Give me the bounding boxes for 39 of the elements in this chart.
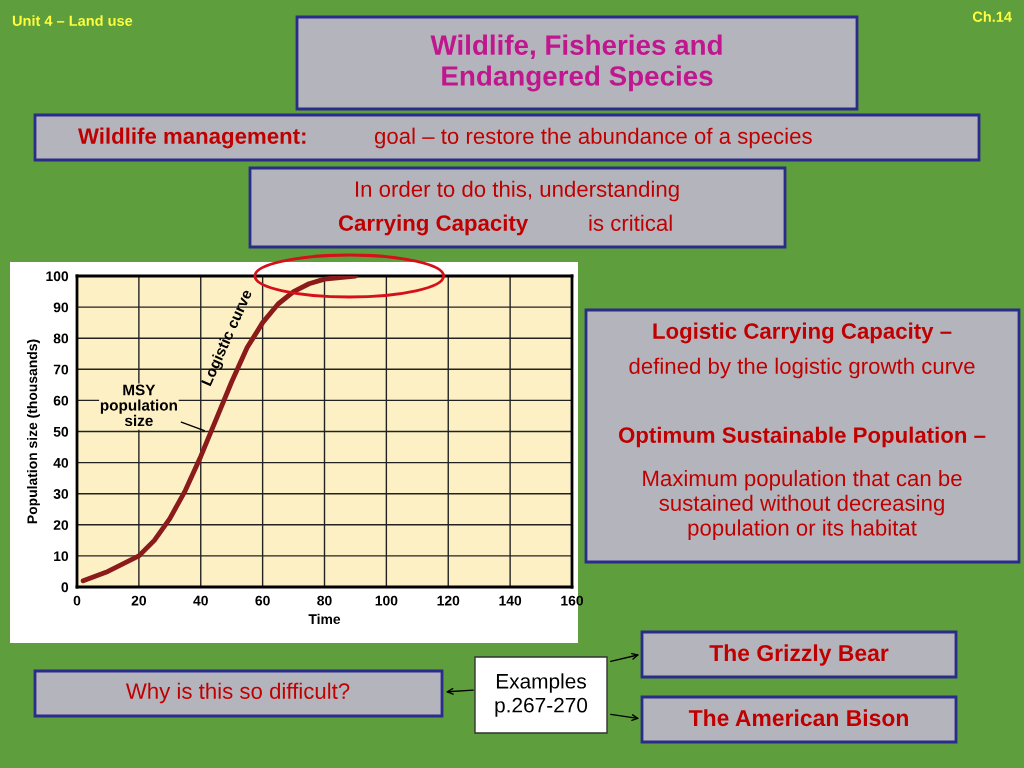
y-axis-title: Population size (thousands) (26, 339, 40, 524)
y-tick-label: 10 (54, 551, 69, 562)
text: Wildlife management: (78, 127, 306, 149)
y-tick-label: 30 (53, 489, 69, 499)
y-tick-label: 40 (53, 457, 69, 468)
text: In order to do this, understanding (356, 180, 679, 202)
x-tick-label: 40 (193, 595, 208, 606)
y-tick-label: 60 (53, 395, 69, 406)
y-tick-label: 100 (46, 271, 69, 282)
text: defined by the logistic growth curve (629, 357, 975, 379)
x-tick-label: 20 (131, 595, 147, 606)
x-tick-label: 140 (499, 595, 522, 606)
x-tick-label: 80 (317, 595, 332, 606)
y-tick-label: 80 (53, 333, 69, 344)
chart-title: Wildlife, Fisheries and Endangered Species (430, 34, 722, 92)
text: Why is this so difficult? (125, 682, 350, 704)
text: Optimum Sustainable Population – (618, 426, 986, 448)
line-series (80, 276, 358, 584)
text: Ch.14 (972, 11, 1012, 22)
text: Examples p.267-270 (495, 673, 588, 717)
text: Carrying Capacity (338, 214, 529, 236)
annotation: MSY population size (100, 384, 177, 427)
text: is critical (589, 214, 672, 231)
text: Unit 4 – Land use (12, 15, 133, 26)
text: goal – to restore the abundance of a species (374, 127, 812, 149)
y-tick-label: 50 (53, 426, 69, 437)
text: The Grizzly Bear (709, 644, 889, 666)
text: Maximum population that can be sustained without decreasing population or its habitat (643, 469, 962, 541)
text: The American Bison (688, 709, 908, 727)
x-tick-label: 60 (255, 595, 270, 606)
x-tick-label: 120 (437, 595, 460, 606)
y-tick-label: 70 (53, 364, 69, 375)
y-tick-label: 0 (61, 582, 69, 593)
text: Logistic Carrying Capacity – (653, 322, 952, 344)
x-axis-title: Time (308, 613, 341, 625)
x-tick-label: 100 (375, 595, 398, 606)
y-tick-label: 90 (53, 302, 69, 313)
y-tick-label: 20 (53, 520, 69, 530)
x-tick-label: 0 (73, 595, 81, 606)
